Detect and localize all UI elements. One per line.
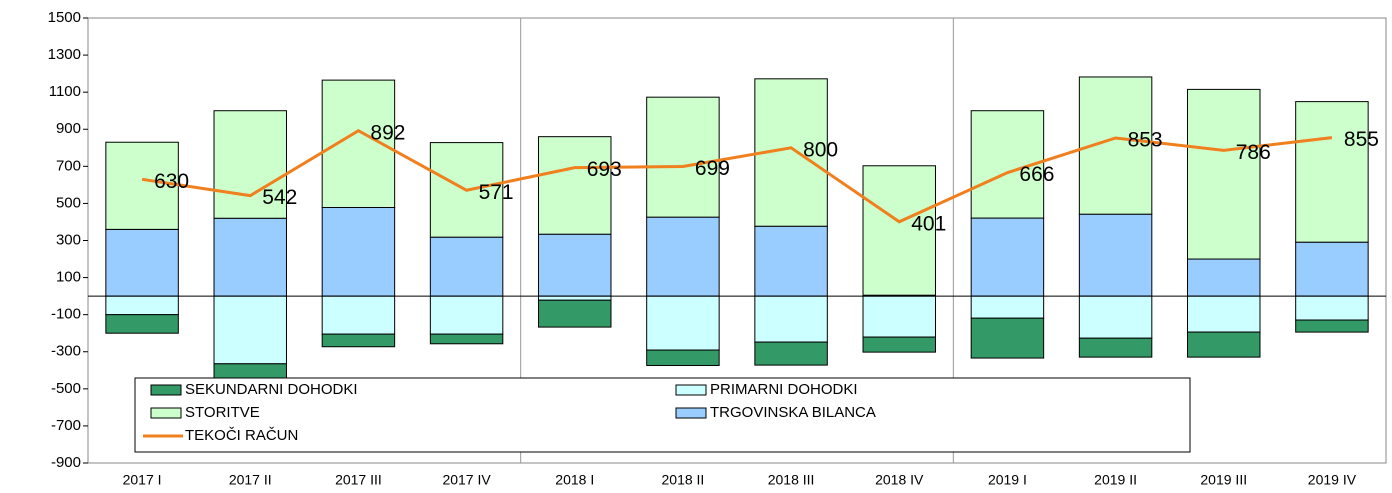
bar bbox=[538, 136, 612, 235]
x-tick-label: 2019 IV bbox=[1308, 472, 1357, 488]
bar bbox=[970, 295, 1045, 319]
y-tick-label: 300 bbox=[56, 231, 81, 248]
x-tick-label: 2018 I bbox=[555, 472, 594, 488]
bar bbox=[970, 217, 1045, 297]
bar bbox=[862, 295, 936, 338]
y-tick-label: 1500 bbox=[48, 9, 81, 26]
x-tick-label: 2019 III bbox=[1200, 472, 1247, 488]
legend-label: TRGOVINSKA BILANCA bbox=[710, 404, 876, 421]
y-tick-label: 100 bbox=[56, 269, 81, 286]
legend-swatch bbox=[675, 384, 707, 396]
x-tick-label: 2018 III bbox=[768, 472, 815, 488]
legend-label: SEKUNDARNI DOHODKI bbox=[185, 381, 358, 398]
legend-swatch bbox=[150, 407, 182, 419]
bar bbox=[213, 217, 287, 297]
bar bbox=[1078, 295, 1153, 339]
data-label: 892 bbox=[370, 121, 405, 144]
data-label: 401 bbox=[911, 212, 946, 235]
bar bbox=[970, 317, 1045, 359]
y-tick-label: -500 bbox=[51, 380, 81, 397]
legend-label: PRIMARNI DOHODKI bbox=[710, 381, 858, 398]
y-tick-label: -700 bbox=[51, 417, 81, 434]
data-label: 800 bbox=[803, 138, 838, 161]
data-label: 542 bbox=[262, 186, 297, 209]
bar bbox=[429, 236, 504, 297]
x-tick-label: 2017 IV bbox=[442, 472, 491, 488]
bar bbox=[646, 349, 720, 366]
y-tick-label: -900 bbox=[51, 454, 81, 471]
y-tick-label: 900 bbox=[56, 120, 81, 137]
y-tick-label: 1100 bbox=[49, 83, 81, 100]
y-tick-label: 700 bbox=[56, 157, 81, 174]
bar bbox=[1187, 295, 1261, 333]
data-label: 693 bbox=[587, 158, 622, 181]
data-label: 853 bbox=[1128, 129, 1163, 152]
bar bbox=[321, 206, 396, 297]
bar bbox=[1295, 319, 1369, 333]
legend-box bbox=[134, 377, 1191, 453]
data-label: 571 bbox=[479, 181, 514, 204]
bar bbox=[754, 341, 828, 366]
y-tick-label: 500 bbox=[56, 194, 81, 211]
bar bbox=[646, 216, 720, 297]
x-tick-label: 2017 II bbox=[229, 472, 272, 488]
bar bbox=[754, 225, 828, 297]
bar bbox=[429, 333, 504, 345]
data-label: 855 bbox=[1344, 128, 1379, 151]
legend-label: STORITVE bbox=[185, 404, 260, 421]
bar bbox=[1187, 258, 1261, 297]
legend-label: TEKOČI RAČUN bbox=[185, 427, 298, 444]
bar bbox=[105, 228, 179, 297]
bar bbox=[538, 295, 612, 301]
bar bbox=[105, 295, 179, 316]
bar bbox=[1187, 331, 1261, 358]
bar bbox=[538, 233, 612, 297]
y-tick-label: 1300 bbox=[48, 46, 81, 63]
bar bbox=[862, 336, 936, 353]
data-label: 699 bbox=[695, 157, 730, 180]
bar bbox=[105, 141, 179, 230]
bar bbox=[862, 165, 936, 296]
x-tick-label: 2017 III bbox=[335, 472, 382, 488]
bar bbox=[1295, 295, 1369, 321]
bar bbox=[1295, 101, 1369, 243]
bar bbox=[1187, 88, 1261, 260]
bar bbox=[646, 96, 720, 218]
legend-swatch bbox=[675, 407, 707, 419]
bar bbox=[646, 295, 720, 351]
bar bbox=[1078, 213, 1153, 297]
bar bbox=[321, 295, 396, 335]
line bbox=[141, 129, 1333, 224]
data-label: 786 bbox=[1236, 141, 1271, 164]
bar bbox=[1078, 337, 1153, 358]
bar bbox=[429, 295, 504, 335]
bar bbox=[105, 314, 179, 334]
bar bbox=[213, 110, 287, 219]
bar bbox=[213, 295, 287, 365]
x-tick-label: 2018 IV bbox=[875, 472, 924, 488]
x-tick-label: 2018 II bbox=[662, 472, 705, 488]
data-label: 630 bbox=[154, 170, 189, 193]
bar bbox=[538, 299, 612, 328]
y-tick-label: -100 bbox=[51, 306, 81, 323]
legend-swatch bbox=[150, 384, 182, 396]
x-tick-label: 2019 II bbox=[1094, 472, 1137, 488]
x-tick-label: 2017 I bbox=[123, 472, 162, 488]
bar bbox=[754, 295, 828, 343]
bar bbox=[1295, 241, 1369, 297]
data-label: 666 bbox=[1019, 163, 1054, 186]
bar bbox=[321, 333, 396, 348]
x-tick-label: 2019 I bbox=[988, 472, 1027, 488]
y-tick-label: -300 bbox=[51, 343, 81, 360]
